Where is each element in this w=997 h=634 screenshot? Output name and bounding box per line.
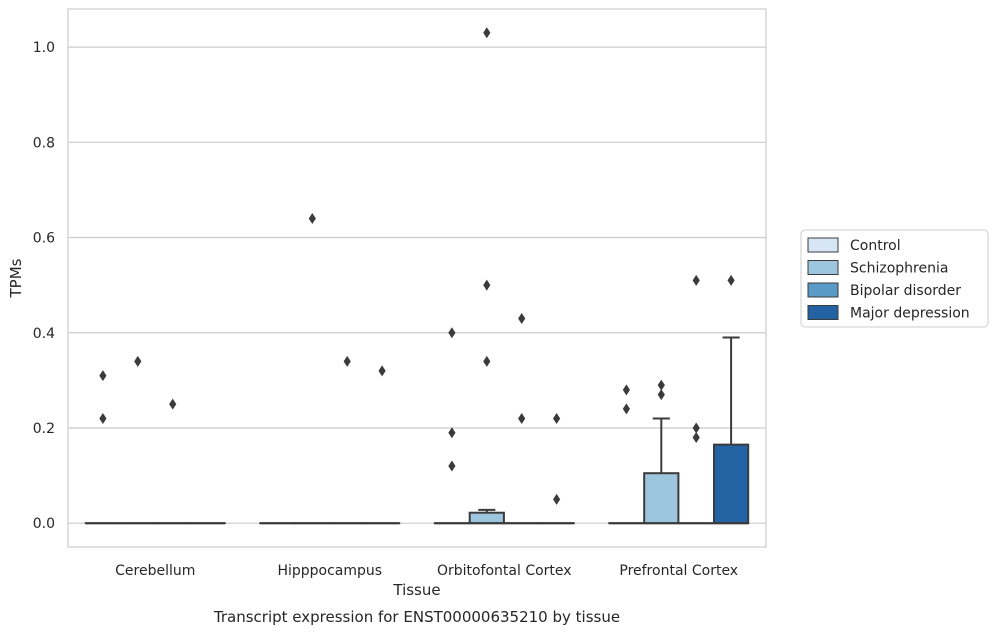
legend-label: Control	[850, 238, 901, 254]
y-tick-label: 0.6	[33, 231, 55, 247]
x-axis-ticks: Cerebellum Hipppocampus Orbitofontal Corte…	[115, 563, 738, 579]
legend-swatch	[807, 305, 839, 320]
legend-swatch	[807, 260, 839, 275]
legend-swatch	[807, 282, 839, 298]
outlier-point	[727, 274, 735, 286]
x-tick-label: Orbitofontal Cortex	[437, 563, 572, 579]
outlier-point	[518, 412, 526, 424]
outlier-point	[378, 365, 386, 377]
outlier-point	[169, 398, 177, 410]
box-group	[329, 355, 366, 525]
box-group	[363, 365, 401, 525]
outlier-point	[692, 422, 700, 434]
legend-frame	[800, 229, 989, 328]
outlier-point	[448, 327, 456, 339]
y-tick-label: 0.0	[33, 516, 55, 532]
y-tick-label: 0.8	[33, 135, 55, 151]
box	[468, 511, 505, 525]
y-tick-label: 1.0	[33, 40, 55, 56]
y-axis-title: TPMs	[7, 258, 25, 298]
y-axis-ticks: 0.0 0.2 0.4 0.6 0.8 1.0	[33, 40, 55, 532]
box-group	[154, 398, 191, 525]
x-axis-title: Tissue	[392, 581, 440, 599]
outlier-point	[553, 493, 561, 505]
y-tick-label: 0.4	[33, 326, 55, 342]
x-tick-label: Prefrontal Cortex	[619, 563, 738, 579]
outlier-point	[692, 431, 700, 443]
outlier-point	[553, 412, 561, 424]
x-tick-label: Cerebellum	[115, 563, 195, 579]
outlier-point	[692, 274, 700, 286]
outlier-point	[483, 279, 491, 291]
box	[712, 443, 750, 525]
outlier-point	[657, 379, 665, 391]
x-tick-label: Hipppocampus	[277, 563, 382, 579]
box-group	[84, 370, 122, 525]
box	[643, 472, 680, 525]
box-group	[433, 327, 471, 525]
outlier-point	[99, 370, 107, 382]
outlier-point	[483, 27, 491, 39]
outlier-point	[657, 389, 665, 401]
box-marks	[84, 27, 750, 525]
box-group	[678, 274, 715, 525]
legend: Control Schizophrenia Bipolar disorder Majo…	[800, 229, 989, 328]
outlier-point	[134, 355, 142, 367]
box-group	[503, 312, 540, 525]
outlier-point	[448, 460, 456, 472]
outlier-point	[518, 312, 526, 324]
box-group	[643, 379, 680, 525]
box-group	[712, 274, 750, 525]
legend-label: Bipolar disorder	[850, 283, 961, 299]
box-group	[294, 212, 331, 525]
outlier-point	[343, 355, 351, 367]
chart-caption: Transcript expression for ENST0000063521…	[213, 608, 620, 626]
box-group	[538, 412, 575, 525]
outlier-point	[622, 403, 630, 415]
box-group	[119, 355, 156, 525]
legend-label: Major depression	[850, 306, 970, 322]
legend-label: Schizophrenia	[850, 261, 948, 277]
outlier-point	[308, 212, 316, 224]
outlier-point	[99, 412, 107, 424]
outlier-point	[622, 384, 630, 396]
box-group	[608, 384, 645, 525]
legend-swatch	[807, 237, 839, 253]
y-tick-label: 0.2	[33, 421, 55, 437]
outlier-point	[483, 355, 491, 367]
plot-area-frame	[67, 8, 767, 548]
outlier-point	[448, 427, 456, 439]
box-group	[468, 27, 505, 525]
